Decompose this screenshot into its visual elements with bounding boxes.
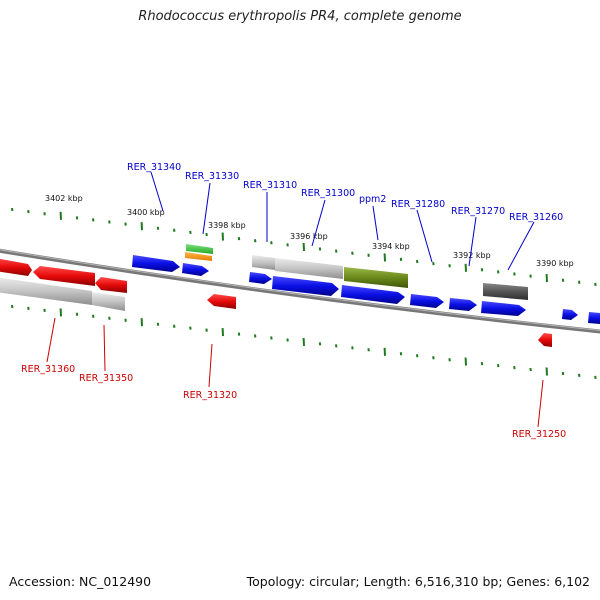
map-title: Rhodococcus erythropolis PR4, complete g… bbox=[138, 9, 462, 24]
gene-rer-31330-green[interactable] bbox=[186, 244, 213, 254]
scale-label-3400: 3400 kbp bbox=[127, 208, 165, 217]
gene-rer-31270-dark[interactable] bbox=[483, 283, 528, 300]
gene-features bbox=[0, 244, 600, 347]
callout-lines bbox=[46, 171, 544, 428]
label-rer-31260[interactable]: RER_31260 bbox=[509, 212, 563, 223]
label-rer-31250[interactable]: RER_31250 bbox=[512, 429, 566, 440]
gene-labels: RER_31340 RER_31330 RER_31310 RER_31300 … bbox=[21, 162, 566, 440]
callout-line-ppm2 bbox=[372, 205, 379, 241]
callout-line-rer-31280 bbox=[416, 209, 433, 263]
callout-line-rer-31270 bbox=[468, 216, 477, 267]
callout-line-rer-31330 bbox=[202, 182, 211, 235]
callout-line-rer-31360 bbox=[46, 317, 56, 363]
scale-label-3402: 3402 kbp bbox=[45, 194, 83, 203]
gene-rer-31320[interactable] bbox=[207, 294, 236, 309]
gene-rer-31300-gray[interactable] bbox=[275, 258, 343, 279]
gene-rer-31310[interactable] bbox=[249, 272, 272, 284]
genome-summary-text: Topology: circular; Length: 6,516,310 bp… bbox=[246, 574, 590, 589]
label-rer-31340[interactable]: RER_31340 bbox=[127, 162, 181, 173]
gene-forward-edge-1[interactable] bbox=[562, 309, 578, 320]
scale-ticks bbox=[11, 207, 597, 380]
gene-rer-31340[interactable] bbox=[132, 255, 180, 272]
label-rer-31310[interactable]: RER_31310 bbox=[243, 180, 297, 191]
gene-reverse-edge[interactable] bbox=[0, 258, 32, 276]
gene-ppm2[interactable] bbox=[344, 267, 408, 288]
scale-label-3392: 3392 kbp bbox=[453, 251, 491, 260]
callout-line-rer-31350 bbox=[103, 324, 106, 372]
gene-rer-31360[interactable] bbox=[0, 277, 92, 305]
scale-label-3394: 3394 kbp bbox=[372, 242, 410, 251]
scale-labels: 3402 kbp 3400 kbp 3398 kbp 3396 kbp 3394… bbox=[45, 194, 574, 268]
callout-line-rer-31250 bbox=[537, 379, 544, 428]
label-rer-31330[interactable]: RER_31330 bbox=[185, 171, 239, 182]
label-rer-31360[interactable]: RER_31360 bbox=[21, 364, 75, 375]
callout-line-rer-31260 bbox=[507, 221, 535, 271]
label-rer-31270[interactable]: RER_31270 bbox=[451, 206, 505, 217]
callout-line-rer-31340 bbox=[150, 171, 164, 212]
gene-ppm2-arrow[interactable] bbox=[341, 285, 405, 304]
gene-rer-31350[interactable] bbox=[92, 292, 125, 311]
gene-rer-31350-red[interactable] bbox=[95, 277, 127, 293]
gene-rer-31280[interactable] bbox=[410, 294, 444, 308]
gene-rer-31330[interactable] bbox=[182, 263, 209, 276]
gene-rer-31250[interactable] bbox=[538, 333, 552, 347]
callout-line-rer-31320 bbox=[208, 343, 213, 388]
label-ppm2[interactable]: ppm2 bbox=[359, 194, 386, 205]
accession-text: Accession: NC_012490 bbox=[9, 574, 152, 589]
gene-rer-31360-red[interactable] bbox=[33, 266, 95, 286]
label-rer-31300[interactable]: RER_31300 bbox=[301, 188, 355, 199]
label-rer-31320[interactable]: RER_31320 bbox=[183, 390, 237, 401]
gene-rer-31260[interactable] bbox=[481, 301, 526, 316]
callout-line-rer-31300 bbox=[311, 199, 326, 247]
label-rer-31280[interactable]: RER_31280 bbox=[391, 199, 445, 210]
label-rer-31350[interactable]: RER_31350 bbox=[79, 373, 133, 384]
genome-backbone-highlight bbox=[0, 249, 600, 331]
gene-rer-31270[interactable] bbox=[449, 298, 477, 311]
scale-label-3398: 3398 kbp bbox=[208, 221, 246, 230]
genome-backbone bbox=[0, 248, 600, 334]
gene-rer-31300[interactable] bbox=[272, 276, 339, 296]
gene-rer-31310-gray[interactable] bbox=[252, 255, 275, 270]
gene-rer-31330-orange[interactable] bbox=[185, 252, 212, 261]
gene-forward-edge-2[interactable] bbox=[588, 312, 600, 324]
scale-label-3390: 3390 kbp bbox=[536, 259, 574, 268]
scale-label-3396: 3396 kbp bbox=[290, 232, 328, 241]
